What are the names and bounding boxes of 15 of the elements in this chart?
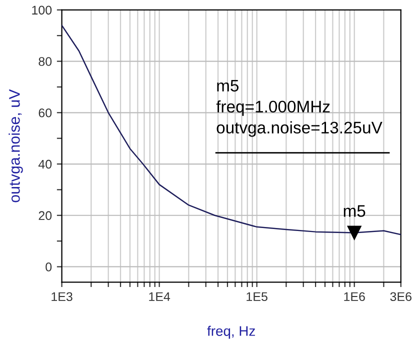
x-tick-label: 3E6 xyxy=(390,292,412,302)
annotation: m5 freq=1.000MHz outvga.noise=13.25uV xyxy=(216,80,382,137)
y-tick-label: 0 xyxy=(46,262,52,272)
x-tick-label: 1E3 xyxy=(52,292,72,302)
x-axis-title: freq, Hz xyxy=(207,326,255,339)
y-tick-label: 40 xyxy=(38,160,52,169)
y-axis-title: outvga.noise, uV xyxy=(8,89,23,202)
annotation: m5 xyxy=(344,205,366,217)
x-tick-label: 1E6 xyxy=(344,292,365,302)
y-tick-label: 20 xyxy=(38,211,52,220)
y-tick-label: 80 xyxy=(38,57,52,66)
y-tick-label: 100 xyxy=(32,6,52,15)
x-tick-label: 1E5 xyxy=(246,292,268,302)
y-tick-label: 60 xyxy=(38,108,52,118)
x-tick-label: 1E4 xyxy=(149,292,170,301)
